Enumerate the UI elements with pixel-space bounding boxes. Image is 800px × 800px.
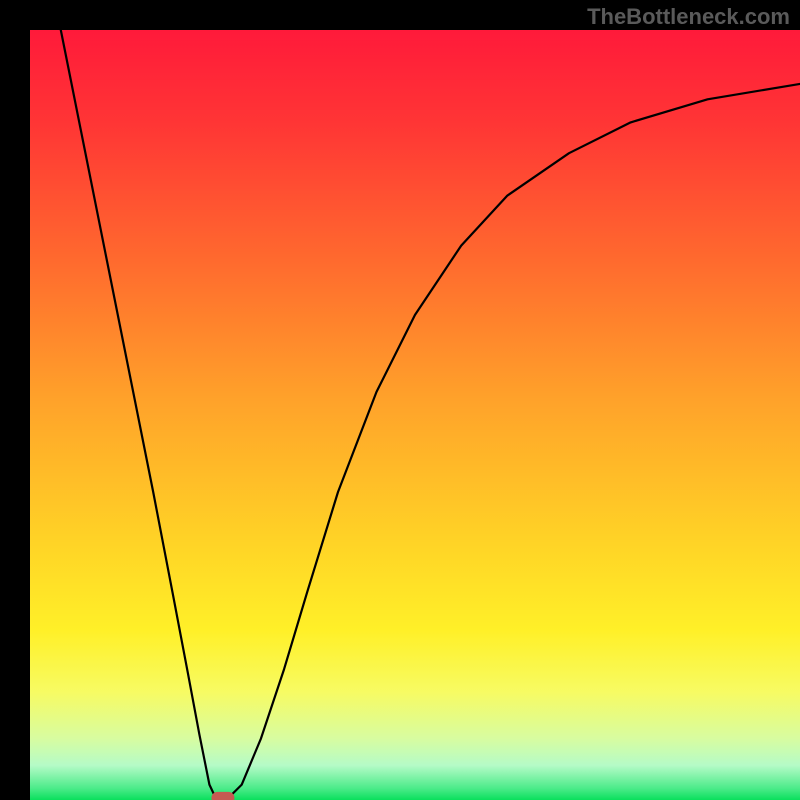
curve-layer (30, 30, 800, 800)
bottleneck-curve (61, 30, 800, 798)
optimal-marker (211, 792, 234, 800)
plot-area (30, 30, 800, 800)
watermark-text: TheBottleneck.com (587, 4, 790, 30)
chart-frame: TheBottleneck.com (0, 0, 800, 800)
